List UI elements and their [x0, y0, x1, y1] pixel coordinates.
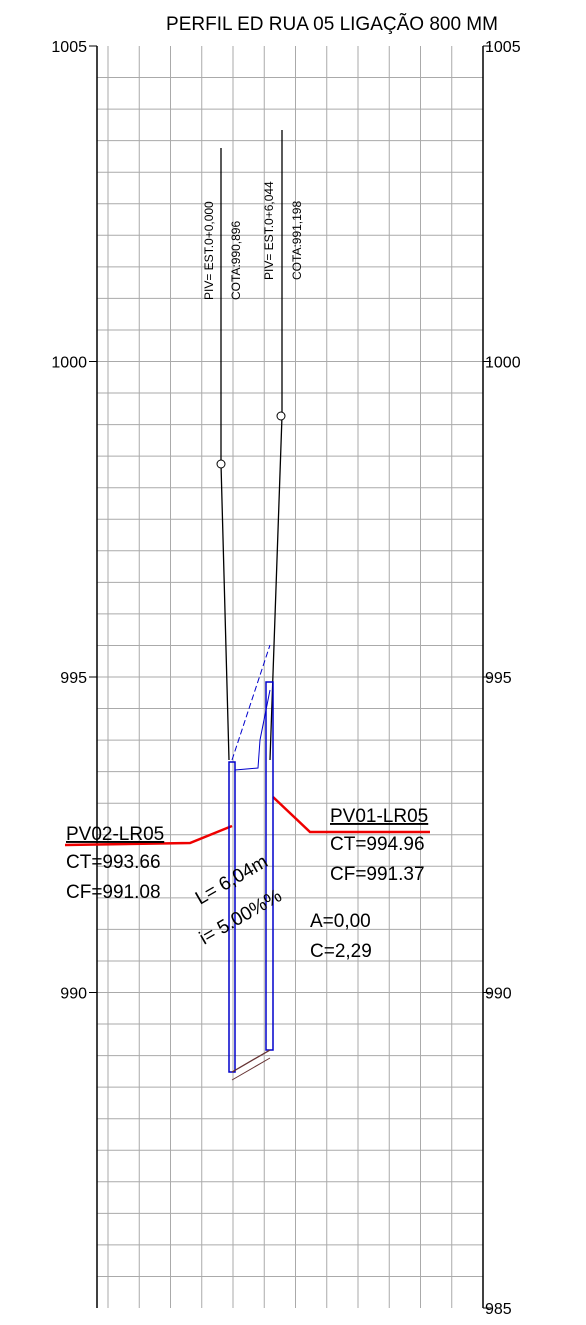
piv-marker	[276, 411, 286, 421]
piv-label: COTA:990,896	[229, 221, 243, 300]
pipe-c: C=2,29	[310, 941, 372, 962]
y-tick-label: 1000	[51, 355, 87, 372]
pv-ct: CT=993.66	[66, 852, 161, 873]
terrain	[272, 796, 430, 834]
pipe	[231, 1049, 271, 1073]
pv-cf: CF=991.08	[66, 882, 161, 903]
pipe-a: A=0,00	[310, 911, 371, 932]
y2-tick-label: 1005	[485, 39, 521, 56]
blue-line	[234, 689, 271, 771]
blue-dashed	[231, 644, 271, 761]
profile-line	[220, 148, 230, 761]
piv-label: PIV= EST.0+6,044	[262, 181, 276, 280]
y2-tick-label: 990	[485, 986, 512, 1003]
pv-cf: CF=991.37	[330, 864, 425, 885]
y-tick-label: 995	[60, 670, 87, 687]
terrain	[64, 824, 233, 847]
piv-label: PIV= EST.0+0,000	[202, 201, 216, 300]
piv-marker	[216, 459, 226, 469]
pv-ct: CT=994.96	[330, 834, 425, 855]
y-tick-label: 1005	[51, 39, 87, 56]
pipe	[231, 1057, 271, 1081]
pv-name: PV01-LR05	[330, 806, 428, 827]
y2-tick-label: 985	[485, 1301, 512, 1318]
y2-tick-label: 1000	[485, 355, 521, 372]
y-tick-label: 990	[60, 986, 87, 1003]
piv-label: COTA:991,198	[290, 201, 304, 280]
pv-name: PV02-LR05	[66, 824, 164, 845]
y2-tick-label: 995	[485, 670, 512, 687]
title: PERFIL ED RUA 05 LIGAÇÃO 800 MM	[166, 13, 498, 35]
